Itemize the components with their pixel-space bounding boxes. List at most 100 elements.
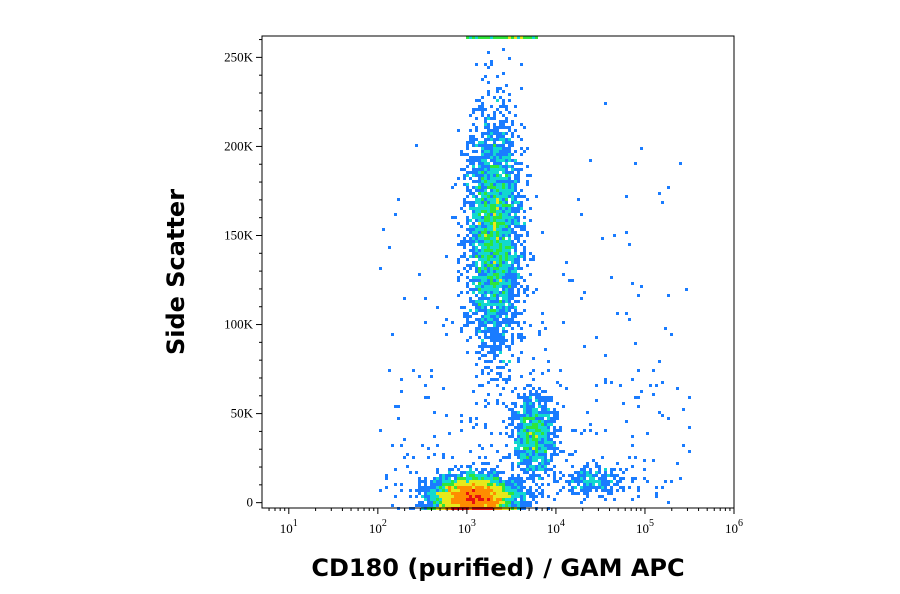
event-dot	[478, 222, 481, 225]
event-dot	[511, 192, 514, 195]
event-dot	[655, 384, 658, 387]
event-dot	[631, 498, 634, 501]
event-dot	[433, 501, 436, 504]
event-dot	[499, 237, 502, 240]
event-dot	[520, 351, 523, 354]
event-dot	[517, 477, 520, 480]
event-dot	[484, 189, 487, 192]
event-dot	[535, 468, 538, 471]
event-dot	[520, 459, 523, 462]
event-dot	[466, 495, 469, 498]
event-dot	[520, 204, 523, 207]
event-dot	[511, 288, 514, 291]
event-dot	[625, 468, 628, 471]
event-dot	[508, 360, 511, 363]
event-dot	[502, 288, 505, 291]
event-dot	[478, 174, 481, 177]
event-dot	[559, 450, 562, 453]
event-dot	[460, 150, 463, 153]
event-dot	[487, 402, 490, 405]
event-dot	[529, 453, 532, 456]
event-dot	[451, 480, 454, 483]
event-dot	[481, 282, 484, 285]
y-tick-label: 100K	[224, 317, 254, 332]
event-dot	[505, 165, 508, 168]
event-dot	[481, 297, 484, 300]
event-dot	[568, 474, 571, 477]
event-dot	[529, 207, 532, 210]
event-dot	[484, 303, 487, 306]
event-dot	[511, 465, 514, 468]
event-dot	[529, 411, 532, 414]
event-dot	[466, 285, 469, 288]
event-dot	[496, 300, 499, 303]
event-dot	[508, 126, 511, 129]
event-dot	[496, 240, 499, 243]
event-dot	[499, 207, 502, 210]
event-dot	[535, 495, 538, 498]
event-dot	[517, 135, 520, 138]
event-dot	[487, 216, 490, 219]
event-dot	[487, 51, 490, 54]
event-dot	[484, 141, 487, 144]
event-dot	[460, 240, 463, 243]
event-dot	[508, 180, 511, 183]
event-dot	[475, 201, 478, 204]
event-dot	[532, 492, 535, 495]
event-dot	[466, 264, 469, 267]
event-dot	[490, 486, 493, 489]
event-dot	[496, 228, 499, 231]
event-dot	[550, 423, 553, 426]
event-dot	[448, 498, 451, 501]
event-dot	[478, 243, 481, 246]
event-dot	[469, 486, 472, 489]
event-dot	[490, 378, 493, 381]
event-dot	[496, 330, 499, 333]
event-dot	[442, 480, 445, 483]
event-dot	[502, 135, 505, 138]
event-dot	[616, 312, 619, 315]
event-dot	[460, 504, 463, 507]
event-dot	[502, 186, 505, 189]
event-dot	[493, 180, 496, 183]
event-dot	[634, 396, 637, 399]
event-dot	[535, 411, 538, 414]
event-dot	[496, 294, 499, 297]
event-dot	[652, 369, 655, 372]
event-dot	[523, 459, 526, 462]
event-dot	[523, 288, 526, 291]
event-dot	[475, 312, 478, 315]
event-dot	[466, 174, 469, 177]
event-dot	[469, 237, 472, 240]
event-dot	[655, 492, 658, 495]
y-tick-label: 0	[247, 495, 254, 510]
event-dot	[466, 504, 469, 507]
event-dot	[529, 384, 532, 387]
event-dot	[580, 297, 583, 300]
event-dot	[499, 249, 502, 252]
event-dot	[538, 477, 541, 480]
event-dot	[406, 453, 409, 456]
event-dot	[505, 297, 508, 300]
event-dot	[493, 327, 496, 330]
event-dot	[487, 219, 490, 222]
event-dot	[529, 456, 532, 459]
event-dot	[481, 252, 484, 255]
event-dot	[481, 276, 484, 279]
event-dot	[481, 492, 484, 495]
event-dot	[565, 480, 568, 483]
event-dot	[568, 279, 571, 282]
event-dot	[520, 429, 523, 432]
event-dot	[424, 504, 427, 507]
event-dot	[490, 180, 493, 183]
event-dot	[514, 162, 517, 165]
event-dot	[499, 375, 502, 378]
event-dot	[472, 252, 475, 255]
event-dot	[493, 492, 496, 495]
event-dot	[502, 132, 505, 135]
event-dot	[541, 417, 544, 420]
event-dot	[577, 474, 580, 477]
event-dot	[505, 300, 508, 303]
event-dot	[634, 477, 637, 480]
event-dot	[505, 288, 508, 291]
